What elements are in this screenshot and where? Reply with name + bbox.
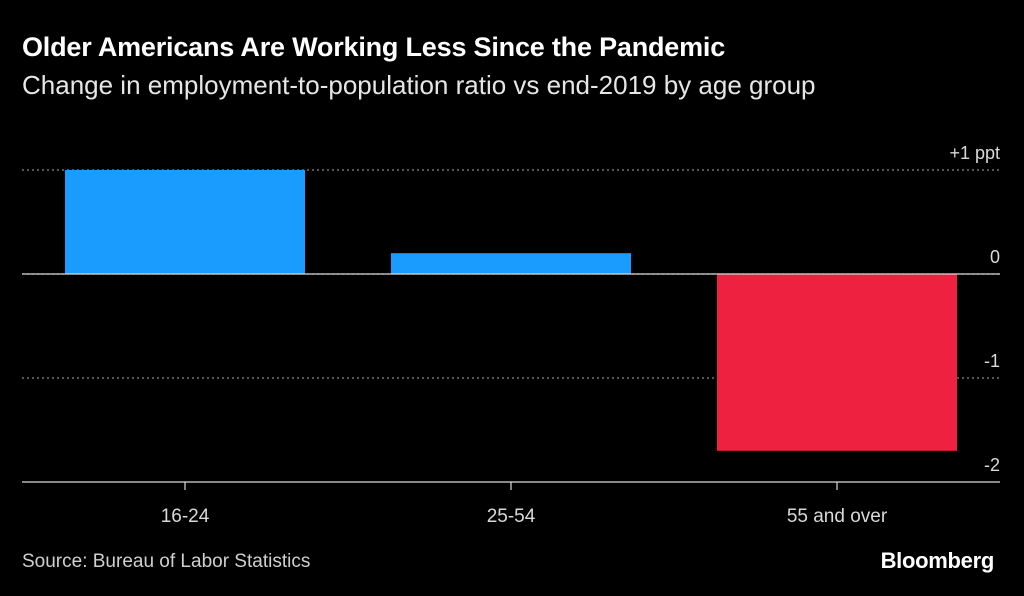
y-tick-label: -2	[984, 455, 1000, 475]
y-tick-label: -1	[984, 351, 1000, 371]
x-tick-label: 55 and over	[787, 506, 888, 527]
y-tick-label: +1 ppt	[949, 143, 1000, 163]
source-note: Source: Bureau of Labor Statistics	[22, 551, 311, 572]
x-tick-label: 25-54	[487, 506, 536, 527]
y-tick-label: 0	[990, 247, 1000, 267]
chart-subtitle: Change in employment-to-population ratio…	[22, 70, 816, 100]
bloomberg-logo: Bloomberg	[880, 548, 995, 573]
bar-25-54	[391, 253, 631, 274]
chart-title: Older Americans Are Working Less Since t…	[22, 32, 726, 62]
bar-55-and-over	[717, 274, 957, 451]
x-tick-label: 16-24	[161, 506, 210, 527]
bar-16-24	[65, 170, 305, 274]
